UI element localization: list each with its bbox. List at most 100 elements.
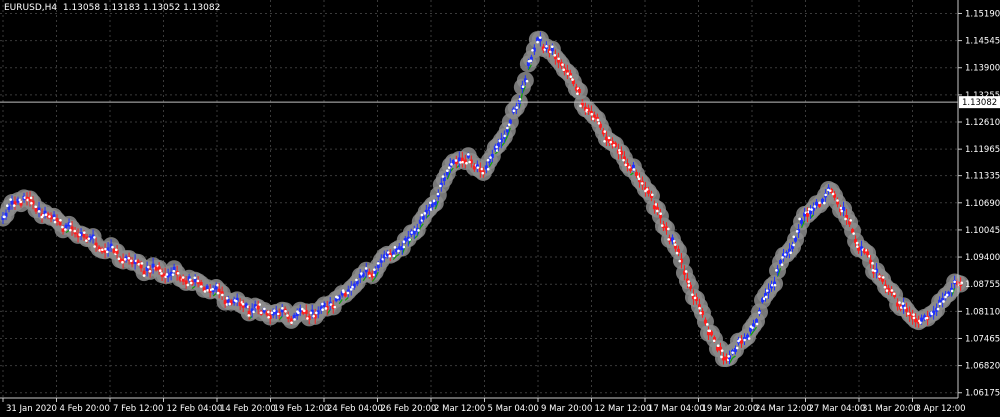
x-tick-label: 24 Feb 04:00 xyxy=(327,404,383,414)
signal-marker xyxy=(158,269,162,273)
x-tick-label: 7 Feb 12:00 xyxy=(113,404,163,414)
signal-marker xyxy=(693,296,697,300)
candle-body xyxy=(755,319,759,324)
trend-segment xyxy=(392,255,397,261)
candle-body xyxy=(265,311,269,316)
signal-marker xyxy=(413,228,417,231)
candle-body xyxy=(712,337,716,342)
candle-body xyxy=(649,194,653,199)
candle-body xyxy=(202,287,206,292)
candle-body xyxy=(715,346,719,351)
candle-body xyxy=(574,86,578,91)
y-tick-label: 1.09400 xyxy=(965,253,1000,263)
signal-marker xyxy=(590,112,594,116)
candle-body xyxy=(220,291,224,296)
candle-body xyxy=(830,188,834,193)
signal-marker xyxy=(59,218,62,222)
candle-body xyxy=(67,222,71,227)
signal-marker xyxy=(751,326,754,329)
signal-marker xyxy=(878,275,881,278)
signal-marker xyxy=(495,145,498,149)
candle-body xyxy=(869,259,873,264)
candle-body xyxy=(553,55,557,60)
candle-body xyxy=(187,276,191,281)
candle-body xyxy=(292,314,296,319)
signal-marker xyxy=(498,139,502,143)
candle-body xyxy=(184,280,188,285)
signal-marker xyxy=(576,92,579,95)
candle-body xyxy=(490,153,494,158)
candle-body xyxy=(274,310,278,315)
candle-body xyxy=(673,244,677,249)
signal-marker xyxy=(101,248,104,252)
candle-body xyxy=(857,246,861,251)
signal-marker xyxy=(571,78,574,81)
y-tick-label: 1.13900 xyxy=(965,64,1000,74)
x-tick-label: 2 Mar 12:00 xyxy=(434,404,485,414)
candle-body xyxy=(361,272,365,277)
x-tick-label: 26 Feb 20:00 xyxy=(381,404,437,414)
candle-body xyxy=(923,315,927,320)
trend-segment xyxy=(425,214,430,219)
signal-marker xyxy=(545,45,548,48)
signal-marker xyxy=(597,121,601,125)
candle-body xyxy=(655,207,659,212)
trend-segment xyxy=(344,297,349,301)
trend-segment xyxy=(728,357,734,364)
signal-marker xyxy=(585,108,589,112)
trend-segment xyxy=(338,299,343,305)
candle-body xyxy=(94,242,98,247)
candle-body xyxy=(839,208,843,213)
signal-marker xyxy=(852,232,855,235)
signal-marker xyxy=(764,295,768,299)
signal-marker xyxy=(640,182,644,185)
signal-marker xyxy=(176,271,180,275)
signal-marker xyxy=(360,272,363,275)
signal-marker xyxy=(104,247,107,251)
signal-marker xyxy=(93,245,96,248)
candle-body xyxy=(565,69,569,74)
signal-marker xyxy=(557,57,560,61)
signal-marker xyxy=(489,156,492,159)
signal-marker xyxy=(667,238,670,241)
candle-body xyxy=(70,226,74,231)
trend-segment xyxy=(752,326,758,332)
candle-body xyxy=(214,285,218,290)
signal-marker xyxy=(393,246,397,249)
candle-body xyxy=(773,281,777,286)
candle-body xyxy=(598,123,602,128)
trend-segment xyxy=(488,161,493,168)
candle-body xyxy=(938,299,942,304)
signal-marker xyxy=(349,288,353,291)
signal-marker xyxy=(351,285,354,289)
signal-marker xyxy=(420,213,424,217)
candle-body xyxy=(508,119,512,124)
candle-body xyxy=(472,165,476,170)
candle-body xyxy=(136,260,140,265)
candle-body xyxy=(761,298,765,303)
candle-body xyxy=(463,159,467,164)
candle-body xyxy=(652,205,656,210)
candle-body xyxy=(658,214,662,219)
candle-body xyxy=(133,259,137,264)
candle-body xyxy=(782,253,786,258)
signal-marker xyxy=(655,209,659,213)
candle-body xyxy=(97,246,101,251)
candle-body xyxy=(866,251,870,256)
candle-body xyxy=(247,310,251,315)
price-tag-box xyxy=(959,96,1000,109)
signal-marker xyxy=(828,189,832,193)
candle-body xyxy=(484,165,488,170)
candle-body xyxy=(397,246,401,251)
candle-body xyxy=(343,292,347,297)
signal-marker xyxy=(856,245,859,248)
candle-body xyxy=(103,248,107,253)
signal-marker xyxy=(69,228,72,232)
signal-marker xyxy=(698,306,701,310)
signal-marker xyxy=(203,290,207,293)
candle-body xyxy=(538,37,542,42)
signal-marker xyxy=(687,280,691,283)
y-tick-label: 1.12610 xyxy=(965,118,1000,128)
